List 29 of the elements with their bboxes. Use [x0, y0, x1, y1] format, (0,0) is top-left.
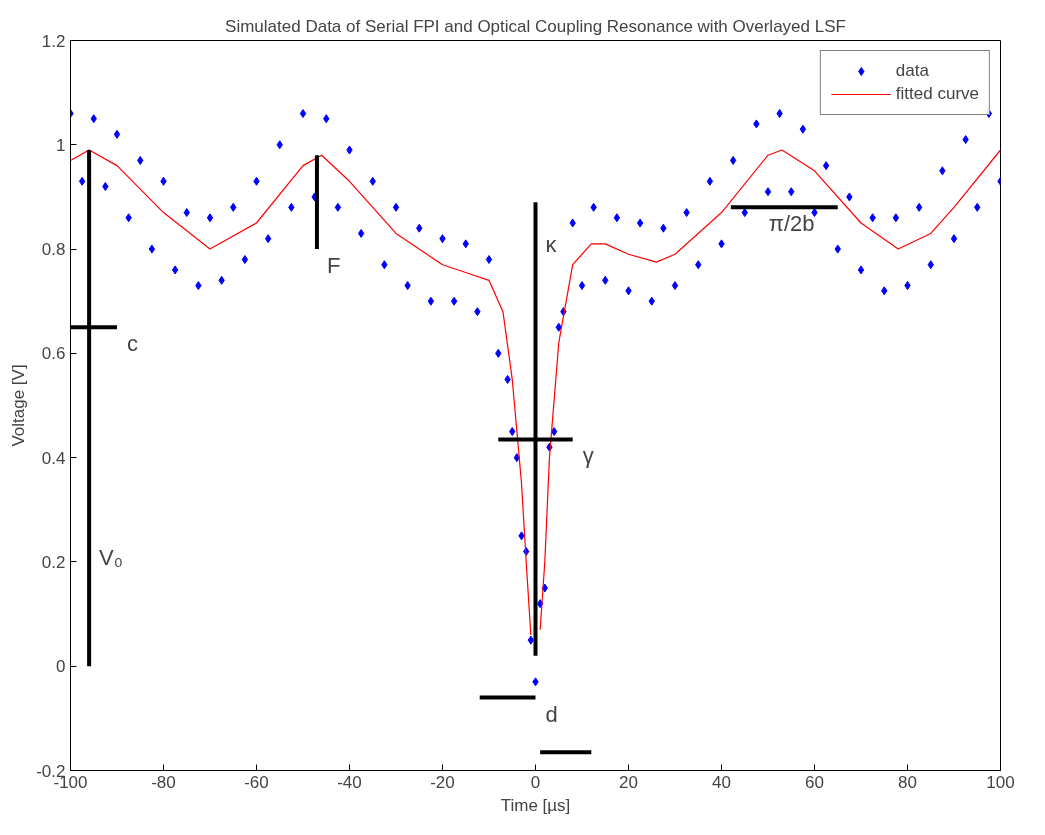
annotation: γ: [582, 443, 594, 469]
x-axis-title: Time [µs]: [500, 795, 571, 815]
y-tick-label: 0.4: [41, 448, 66, 468]
annotation: d: [545, 701, 558, 727]
x-tick-label: 40: [712, 772, 731, 792]
y-tick-label: 1: [56, 135, 66, 155]
y-tick-label: 1.2: [41, 31, 66, 51]
x-tick-label: -60: [244, 772, 269, 792]
x-tick-label: 20: [619, 772, 638, 792]
x-tick-label: -80: [151, 772, 176, 792]
x-tick-label: 60: [805, 772, 824, 792]
y-axis-title: Voltage [V]: [9, 364, 29, 447]
annotation: κ: [545, 232, 558, 258]
legend-label: fitted curve: [895, 84, 979, 104]
chart-title: Simulated Data of Serial FPI and Optical Coupling Resonance with Overlayed LSF: [225, 16, 846, 36]
x-tick-label: -40: [337, 772, 362, 792]
annotation: V₀: [99, 545, 123, 571]
y-tick-label: 0: [56, 657, 66, 677]
x-tick-label: -20: [430, 772, 455, 792]
annotation: c: [127, 331, 138, 357]
x-tick-label: 100: [986, 772, 1015, 792]
legend-label: data: [895, 61, 929, 81]
y-tick-label: 0.6: [41, 344, 66, 364]
x-tick-label: 80: [898, 772, 917, 792]
y-tick-label: 0.2: [41, 552, 66, 572]
annotation: F: [326, 253, 341, 279]
y-tick-label: 0.8: [41, 240, 66, 260]
annotation: π/2b: [768, 211, 815, 237]
x-tick-label: 0: [530, 772, 541, 792]
